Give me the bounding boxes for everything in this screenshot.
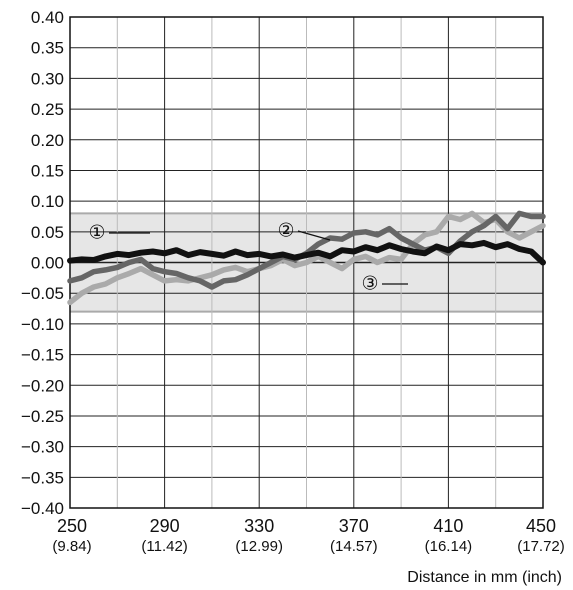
x-tick-sublabel: (11.42) bbox=[141, 538, 187, 555]
x-tick-sublabel: (14.57) bbox=[330, 538, 378, 555]
y-tick-label: 0.30 bbox=[31, 69, 64, 88]
series-marker-label: ② bbox=[277, 221, 294, 242]
x-axis-label: Distance in mm (inch) bbox=[407, 569, 562, 586]
y-tick-label: −0.40 bbox=[21, 499, 64, 518]
x-tick-sublabel: (9.84) bbox=[52, 538, 91, 555]
series-line-1 bbox=[67, 239, 546, 266]
x-tick-label: 290 bbox=[150, 516, 180, 536]
y-tick-label: 0.10 bbox=[31, 192, 64, 211]
x-tick-label: 450 bbox=[526, 516, 556, 536]
series-marker-label: ① bbox=[88, 223, 105, 244]
series-marker-layer: ① ② ③ bbox=[88, 221, 408, 295]
y-tick-label: 0.15 bbox=[31, 161, 64, 180]
y-tick-label: −0.15 bbox=[21, 346, 64, 365]
y-tick-label: −0.05 bbox=[21, 284, 64, 303]
x-tick-label: 370 bbox=[339, 516, 369, 536]
x-tick-label: 250 bbox=[57, 516, 87, 536]
series-line-3 bbox=[67, 210, 546, 306]
series-marker-label: ③ bbox=[361, 274, 378, 295]
y-tick-label: 0.05 bbox=[31, 223, 64, 242]
y-tick-label: −0.20 bbox=[21, 376, 64, 395]
x-tick-label: 410 bbox=[433, 516, 463, 536]
y-tick-label: −0.25 bbox=[21, 407, 64, 426]
y-tick-label: −0.30 bbox=[21, 438, 64, 457]
x-tick-sublabel: (16.14) bbox=[425, 538, 473, 555]
y-tick-label: 0.20 bbox=[31, 131, 64, 150]
y-tick-label: 0.25 bbox=[31, 100, 64, 119]
x-tick-sublabel: (12.99) bbox=[235, 538, 283, 555]
series-marker-leader bbox=[297, 230, 331, 241]
y-tick-label: 0.40 bbox=[31, 8, 64, 27]
axis-layer: 0.40 0.35 0.30 0.25 0.20 0.15 0.10 0.05 0.00 −0.0… bbox=[21, 8, 565, 555]
x-tick-sublabel: (17.72) bbox=[517, 538, 565, 555]
y-tick-label: 0.35 bbox=[31, 39, 64, 58]
x-tick-label: 330 bbox=[244, 516, 274, 536]
y-tick-label: 0.00 bbox=[31, 254, 64, 273]
y-tick-label: −0.10 bbox=[21, 315, 64, 334]
series-layer bbox=[67, 210, 546, 306]
y-tick-label: −0.35 bbox=[21, 468, 64, 487]
